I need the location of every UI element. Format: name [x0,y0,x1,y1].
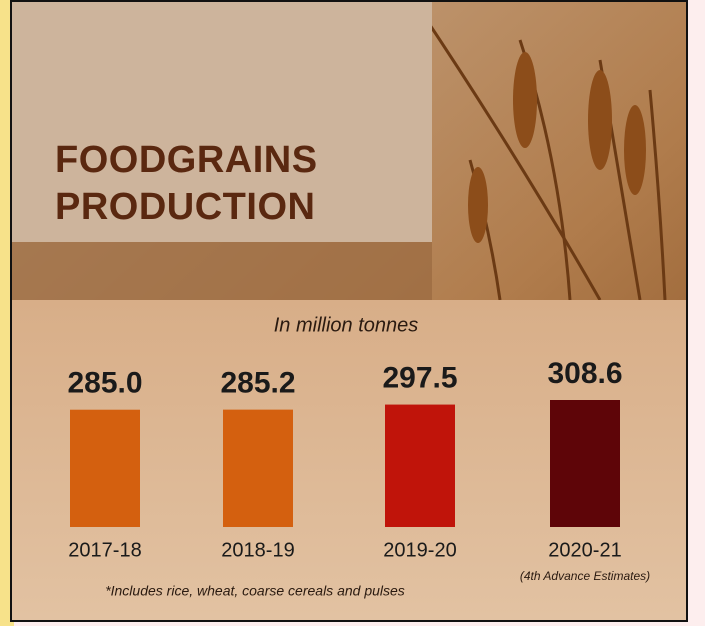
x-tick-label: 2018-19 [221,539,294,561]
chart-title: FOODGRAINS PRODUCTION [55,139,318,228]
annotation: (4th Advance Estimates) [520,569,650,583]
value-label: 308.6 [547,357,622,390]
bar [70,409,140,527]
value-label: 297.5 [382,361,457,394]
bar [550,400,620,527]
title-box [12,2,432,242]
bar [385,404,455,527]
note: *Includes rice, wheat, coarse cereals an… [105,583,405,599]
wheat-heads [468,52,646,243]
subtitle: In million tonnes [274,314,419,336]
value-label: 285.2 [220,367,295,400]
x-tick-label: 2017-18 [68,539,141,561]
bar [223,409,293,527]
grass-strip [12,242,432,300]
value-label: 285.0 [67,367,142,400]
x-tick-label: 2019-20 [383,539,456,561]
x-tick-label: 2020-21 [548,539,621,561]
